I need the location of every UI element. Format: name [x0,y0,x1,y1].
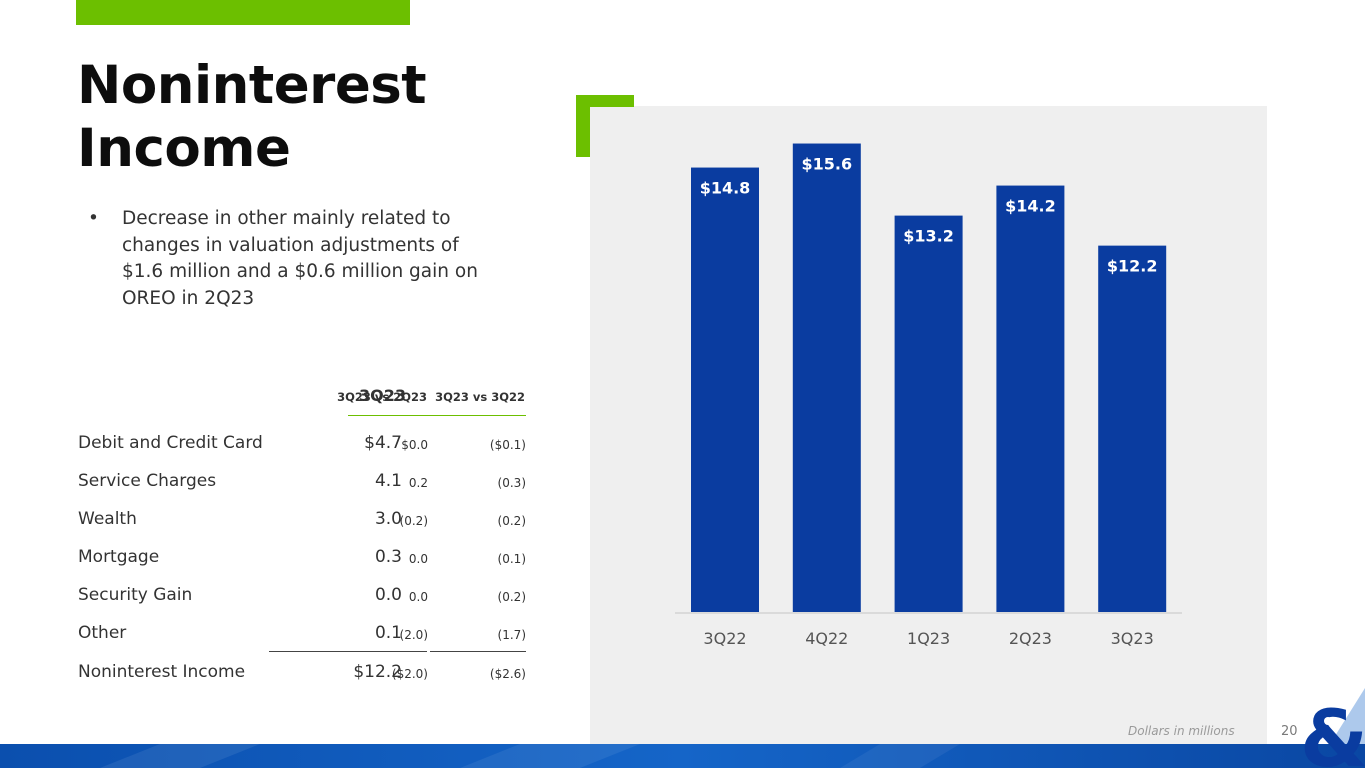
row-vs-2q23: 0.0 [408,552,428,566]
row-value: 3.0 [374,509,402,529]
row-label: Wealth [78,509,137,529]
bullet-text: Decrease in other mainly related to chan… [122,208,478,309]
bar-3Q23 [1098,245,1167,612]
col-header-3q23: 3Q23 [359,386,406,405]
row-label: Other [78,623,127,643]
total-rule-vs-3q22 [430,651,526,652]
row-vs-3q22: (0.2) [497,514,526,528]
accent-bar [76,0,410,25]
row-vs-2q23: 0.2 [408,476,428,490]
row-vs-2q23: $0.0 [401,438,428,452]
x-tick-label: 3Q23 [1111,629,1154,648]
row-value: 4.1 [374,471,402,491]
table-row-total: Noninterest Income $12.2 ($2.0) ($2.6) [78,658,528,688]
row-vs-2q23: (2.0) [399,628,428,642]
bullet-item: • Decrease in other mainly related to ch… [88,206,488,312]
row-vs-3q22: ($2.6) [489,667,526,681]
table-row: Debit and Credit Card $4.7 $0.0 ($0.1) [78,429,528,459]
row-vs-2q23: ($2.0) [391,667,428,681]
value-labels-layer: $14.8 $15.6 $13.2 $14.2 $12.2 [700,155,1158,276]
income-table: 3Q23 3Q23 vs 2Q23 3Q23 vs 3Q22 Debit and… [78,382,528,682]
row-vs-2q23: (0.2) [399,514,428,528]
row-vs-3q22: (0.2) [497,590,526,604]
row-vs-3q22: (0.3) [497,476,526,490]
row-label: Mortgage [78,547,160,567]
row-value: $4.7 [364,433,402,453]
row-vs-3q22: ($0.1) [489,438,526,452]
row-value: 0.0 [374,585,402,605]
bars-layer [691,143,1167,613]
bar-1Q23 [894,215,963,612]
row-vs-3q22: (0.1) [497,552,526,566]
col-header-vs-2q23: 3Q23 vs 2Q23 [337,390,427,404]
table-header: 3Q23 3Q23 vs 2Q23 3Q23 vs 3Q22 [78,382,528,417]
header-rule [348,415,526,416]
col-header-vs-3q22: 3Q23 vs 3Q22 [435,390,525,404]
x-tick-label: 3Q22 [703,629,746,648]
row-label: Service Charges [78,471,217,491]
table-row: Other 0.1 (2.0) (1.7) [78,619,528,649]
row-value: $12.2 [353,662,402,682]
row-label: Noninterest Income [78,662,246,682]
table-row: Wealth 3.0 (0.2) (0.2) [78,505,528,535]
row-value: 0.3 [374,547,402,567]
bar-3Q22 [691,167,759,613]
bar-value-label: $15.6 [801,155,852,174]
footnote: Dollars in millions [1128,724,1235,738]
bullet-list: • Decrease in other mainly related to ch… [88,206,488,312]
bottom-band [0,744,1365,768]
bar-chart: $14.8 $15.6 $13.2 $14.2 $12.2 3Q22 4Q22 1Q23 2Q… [675,143,1182,648]
x-tick-label: 4Q22 [805,629,848,648]
row-value: 0.1 [374,623,402,643]
page-number: 20 [1281,724,1298,739]
table-row: Service Charges 4.1 0.2 (0.3) [78,467,528,497]
title-line-2: Income [77,118,291,179]
page-title: Noninterest Income [77,54,427,180]
total-rule-vs-2q23 [331,651,427,652]
bar-value-label: $13.2 [903,227,954,246]
x-tick-labels-layer: 3Q22 4Q22 1Q23 2Q23 3Q23 [703,629,1153,648]
ampersand-logo-icon: & [1300,688,1365,768]
table-row: Mortgage 0.3 0.0 (0.1) [78,543,528,573]
bar-4Q22 [792,143,861,612]
row-label: Security Gain [78,585,193,605]
bar-value-label: $14.8 [700,179,751,198]
svg-text:&: & [1300,695,1365,768]
row-vs-3q22: (1.7) [497,628,526,642]
bar-value-label: $12.2 [1107,257,1158,276]
bullet-dot: • [88,208,99,229]
title-line-1: Noninterest [77,55,427,116]
x-tick-label: 2Q23 [1009,629,1052,648]
row-label: Debit and Credit Card [78,433,263,453]
table-row: Security Gain 0.0 0.0 (0.2) [78,581,528,611]
corner-accent-icon [576,95,634,157]
bar-2Q23 [996,185,1065,612]
bar-value-label: $14.2 [1005,197,1056,216]
row-vs-2q23: 0.0 [408,590,428,604]
x-tick-label: 1Q23 [907,629,950,648]
